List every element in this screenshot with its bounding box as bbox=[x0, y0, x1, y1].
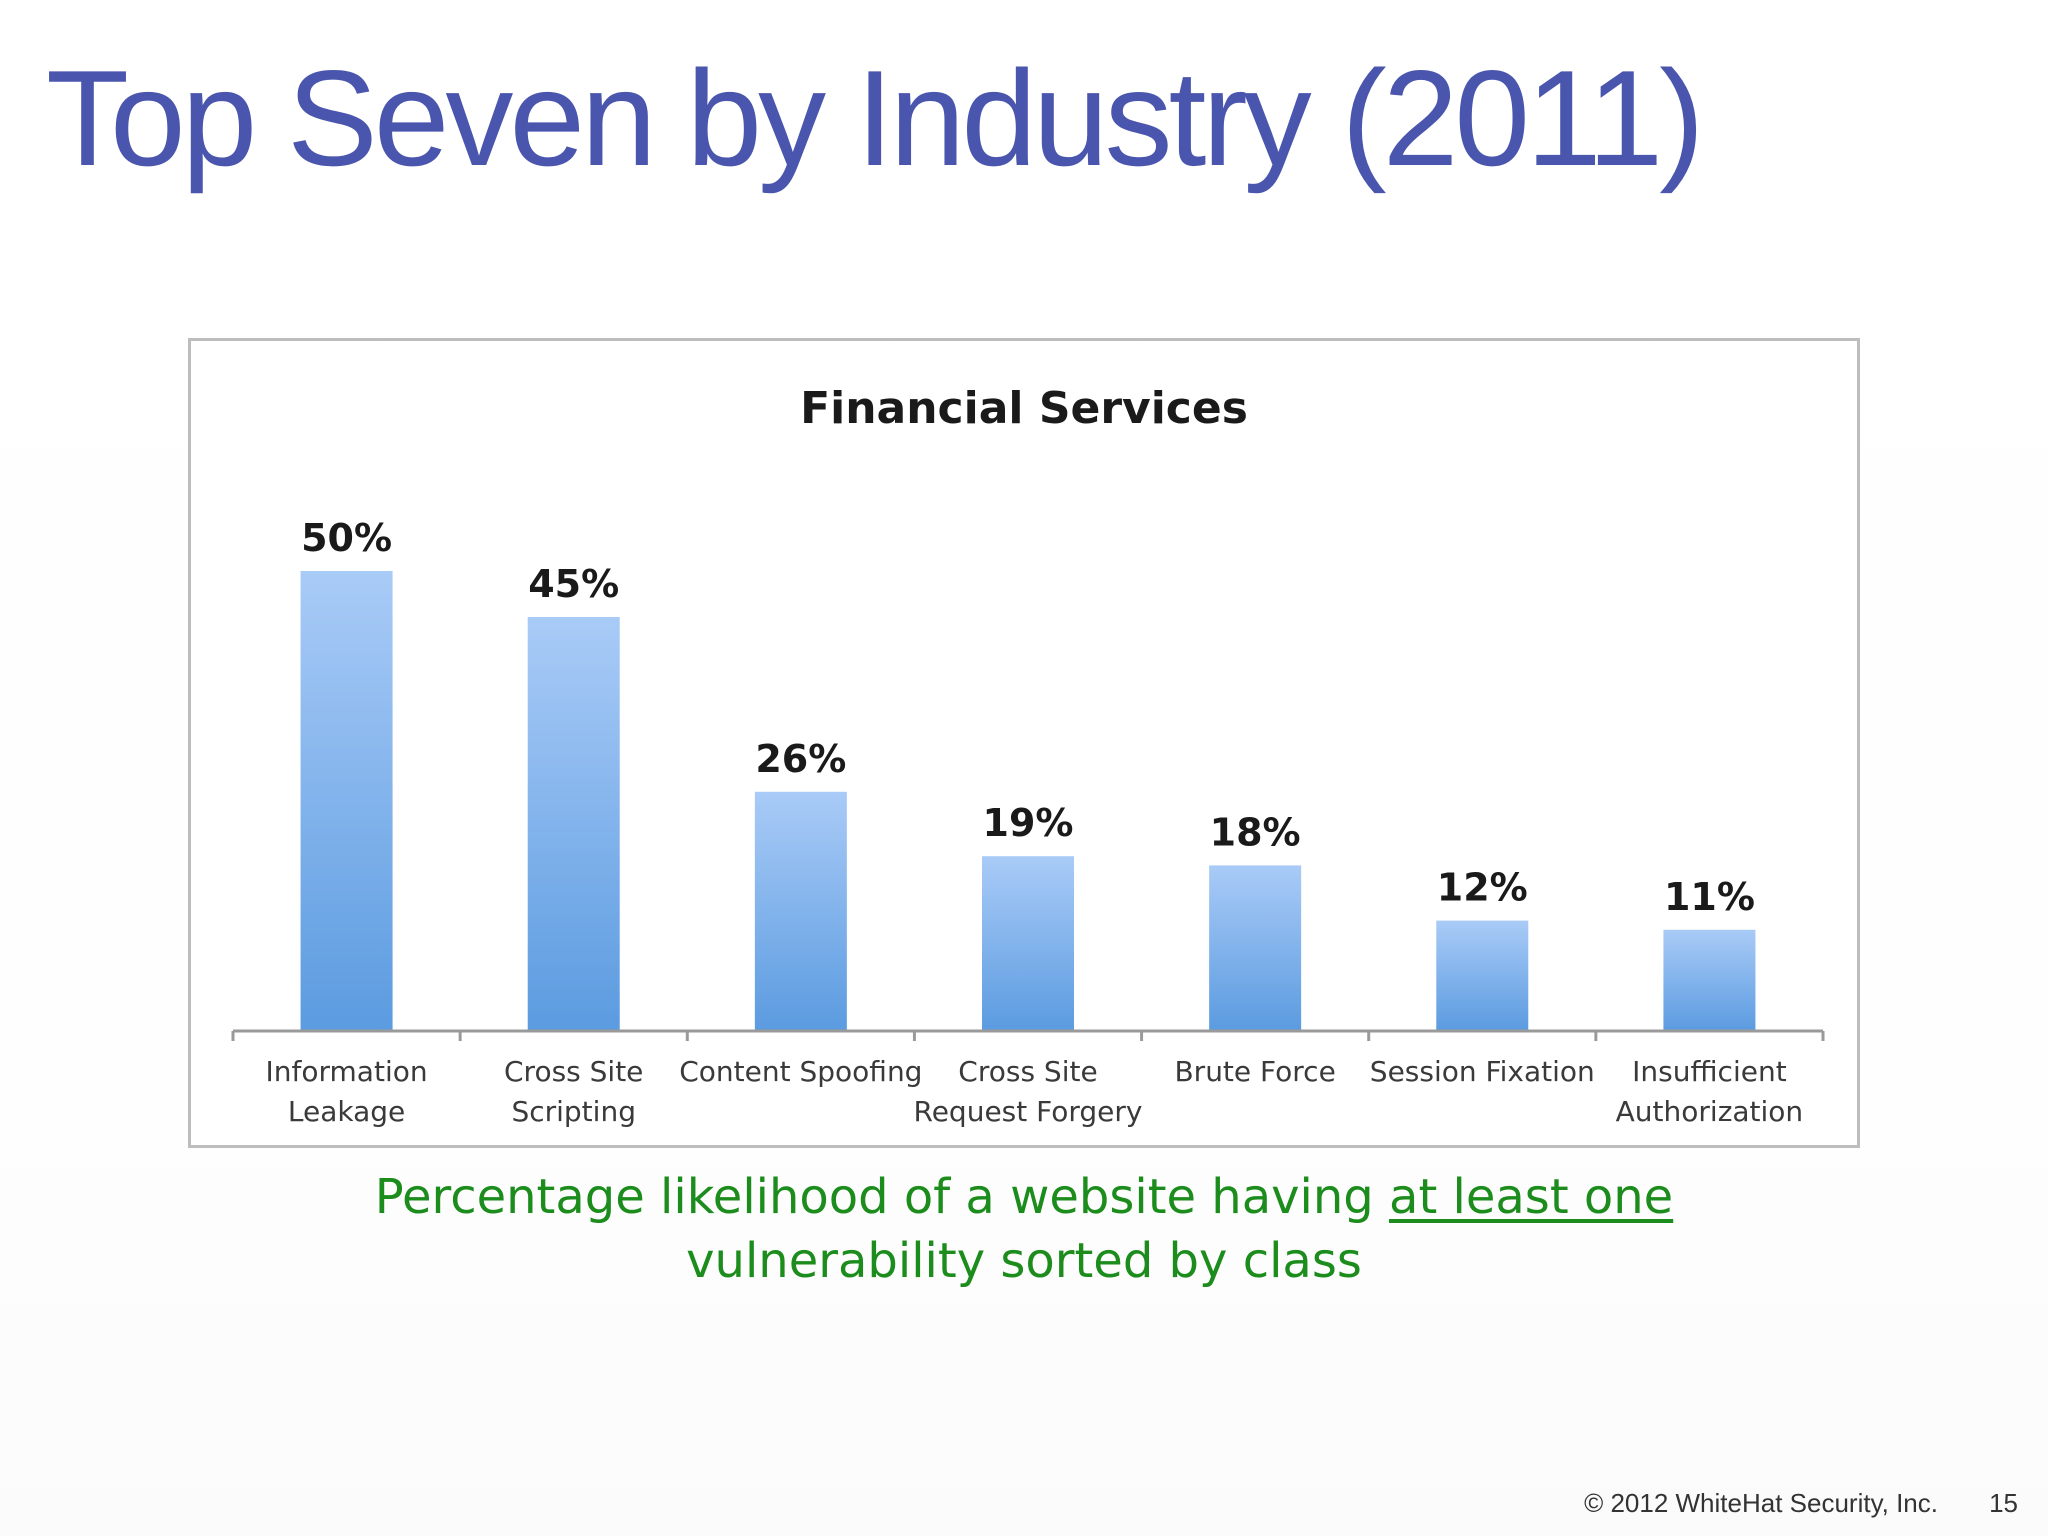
category-label: Insufficient bbox=[1632, 1055, 1787, 1088]
category-label: Cross Site bbox=[958, 1055, 1097, 1088]
bar bbox=[527, 617, 620, 1031]
category-label: Cross Site bbox=[504, 1055, 643, 1088]
chart-title: Financial Services bbox=[800, 383, 1248, 434]
bar bbox=[1663, 929, 1756, 1031]
caption-text: Percentage likelihood of a website havin… bbox=[374, 1169, 1390, 1225]
bar bbox=[1209, 865, 1302, 1031]
chart-caption: Percentage likelihood of a website havin… bbox=[0, 1165, 2048, 1293]
page-number: 15 bbox=[1989, 1488, 2018, 1518]
chart-frame: Financial Services 50% 45% 26% 19% 18% 12% 11%… bbox=[188, 338, 1860, 1148]
caption-text-line2: vulnerability sorted by class bbox=[686, 1233, 1362, 1289]
bar-value-label: 45% bbox=[528, 562, 619, 606]
bar bbox=[1436, 920, 1529, 1031]
copyright-notice: © 2012 WhiteHat Security, Inc. bbox=[1584, 1488, 1938, 1518]
bar bbox=[982, 856, 1074, 1031]
bar-series: 50% 45% 26% 19% 18% 12% 11% bbox=[300, 516, 1756, 1031]
category-label: Content Spoofing bbox=[679, 1055, 922, 1088]
bar-value-label: 11% bbox=[1664, 875, 1755, 919]
bar-value-label: 18% bbox=[1210, 810, 1301, 854]
category-label: Scripting bbox=[511, 1095, 636, 1128]
slide-title: Top Seven by Industry (2011) bbox=[46, 42, 1704, 194]
category-label: Session Fixation bbox=[1370, 1055, 1595, 1088]
x-axis: Information Leakage Cross Site Scripting Con… bbox=[231, 1029, 1825, 1128]
caption-emphasis: at least one bbox=[1389, 1169, 1674, 1225]
bar-value-label: 12% bbox=[1437, 866, 1528, 910]
bar-value-label: 19% bbox=[983, 801, 1074, 845]
category-label: Request Forgery bbox=[914, 1095, 1143, 1128]
bar-chart: Financial Services 50% 45% 26% 19% 18% 12% 11%… bbox=[231, 383, 1825, 1128]
bar-value-label: 26% bbox=[755, 737, 846, 781]
category-label: Leakage bbox=[288, 1095, 405, 1128]
category-label: Information bbox=[266, 1055, 428, 1088]
bar-value-label: 50% bbox=[301, 516, 392, 560]
category-label: Authorization bbox=[1616, 1095, 1804, 1128]
bar bbox=[300, 571, 393, 1031]
bar bbox=[754, 791, 847, 1031]
category-label: Brute Force bbox=[1174, 1055, 1335, 1088]
